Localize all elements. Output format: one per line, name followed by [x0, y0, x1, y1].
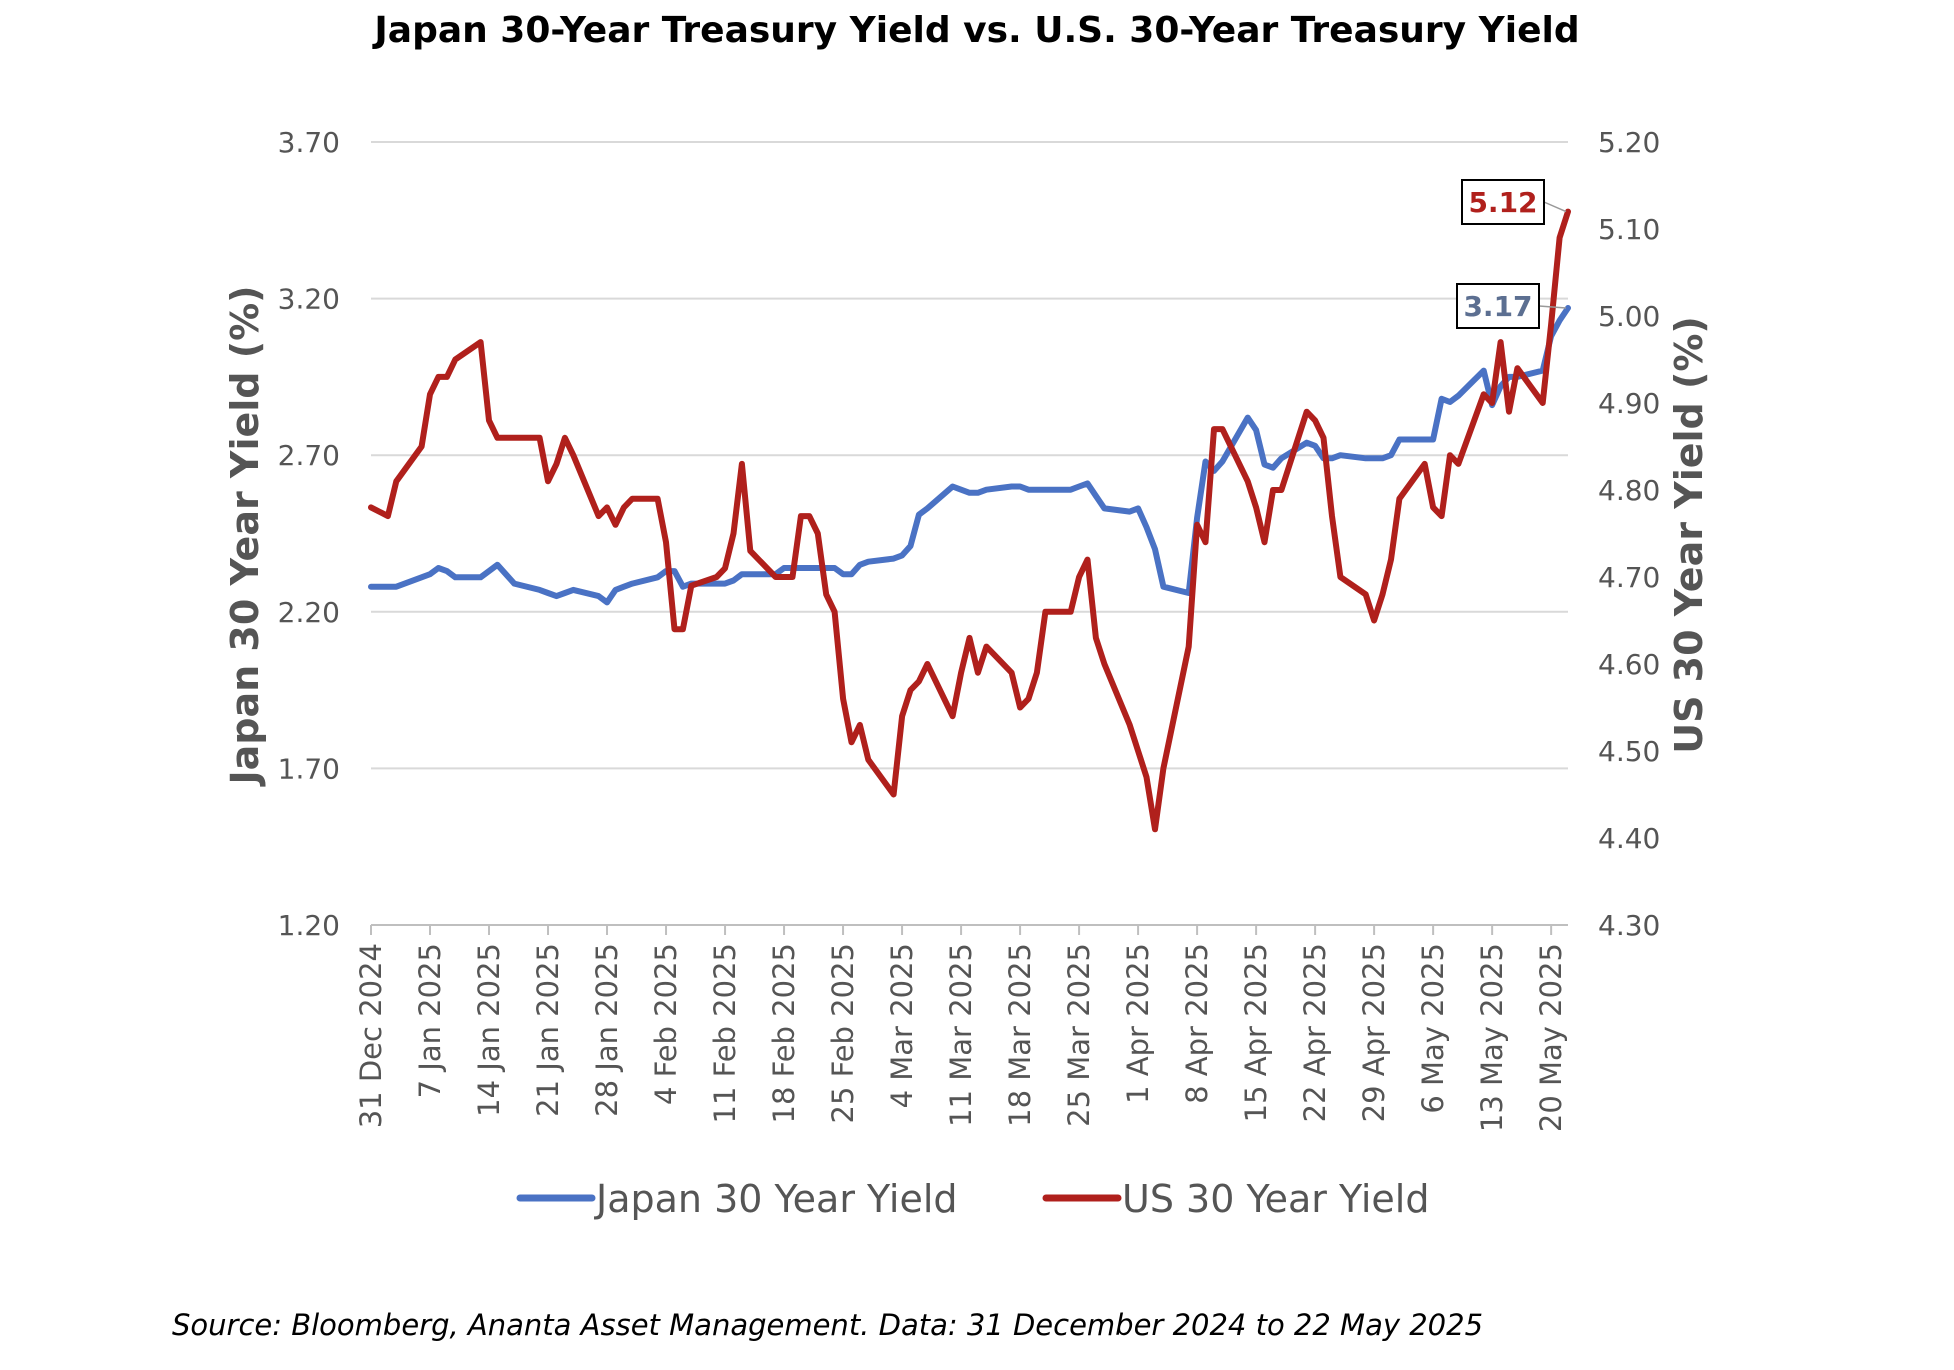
x-tick-label: 21 Jan 2025	[531, 943, 565, 1117]
left-tick-label: 2.20	[278, 596, 340, 629]
x-tick-label: 18 Mar 2025	[1003, 943, 1037, 1127]
callout-box	[1456, 283, 1540, 329]
x-tick-label: 29 Apr 2025	[1357, 943, 1391, 1122]
right-tick-label: 4.60	[1598, 648, 1660, 681]
left-axis-ticks: 1.20 1.70 2.20 2.70 3.20 3.70	[278, 126, 340, 942]
legend-label-us: US 30 Year Yield	[1122, 1177, 1429, 1221]
x-tick-label: 13 May 2025	[1475, 943, 1509, 1132]
x-tick-label: 11 Feb 2025	[708, 943, 742, 1124]
right-tick-label: 5.00	[1598, 300, 1660, 333]
x-tick-label: 25 Mar 2025	[1062, 943, 1096, 1127]
callout-box	[1461, 179, 1545, 225]
right-tick-label: 4.40	[1598, 822, 1660, 855]
x-tick-label: 31 Dec 2024	[354, 943, 388, 1128]
x-tick-label: 18 Feb 2025	[767, 943, 801, 1124]
callouts: 5.12 3.17	[1456, 179, 1567, 329]
x-tick-label: 7 Jan 2025	[413, 943, 447, 1098]
x-tick-label: 11 Mar 2025	[944, 943, 978, 1127]
x-tick-label: 1 Apr 2025	[1121, 943, 1155, 1104]
right-tick-label: 4.80	[1598, 474, 1660, 507]
series-lines	[368, 208, 1571, 833]
right-tick-label: 4.70	[1598, 561, 1660, 594]
x-tick-label: 8 Apr 2025	[1180, 943, 1214, 1104]
left-tick-label: 2.70	[278, 439, 340, 472]
callout-label: 5.12	[1468, 186, 1537, 219]
callout-leader	[1538, 305, 1567, 309]
x-tick-label: 14 Jan 2025	[472, 943, 506, 1117]
gridlines	[371, 141, 1568, 926]
source-note: Source: Bloomberg, Ananta Asset Manageme…	[172, 1308, 1483, 1342]
series-line-us	[368, 208, 1571, 833]
legend: Japan 30 Year Yield US 30 Year Yield	[516, 1177, 1429, 1221]
x-tick-label: 20 May 2025	[1534, 943, 1568, 1132]
right-tick-label: 4.50	[1598, 735, 1660, 768]
left-axis-title: Japan 30 Year Yield (%)	[223, 285, 267, 787]
left-tick-label: 1.20	[278, 909, 340, 942]
left-tick-label: 1.70	[278, 752, 340, 785]
x-tick-label: 25 Feb 2025	[826, 943, 860, 1124]
callout-leader	[1543, 201, 1567, 213]
chart-title: Japan 30-Year Treasury Yield vs. U.S. 30…	[371, 10, 1579, 51]
legend-label-japan: Japan 30 Year Yield	[594, 1177, 958, 1221]
left-tick-label: 3.20	[278, 283, 340, 316]
x-tick-label: 28 Jan 2025	[590, 943, 624, 1117]
x-tick-label: 4 Mar 2025	[885, 943, 919, 1108]
left-tick-label: 3.70	[278, 126, 340, 159]
series-line-japan	[368, 305, 1571, 606]
right-tick-label: 4.30	[1598, 909, 1660, 942]
right-tick-label: 5.20	[1598, 126, 1660, 159]
right-axis-title: US 30 Year Yield (%)	[1667, 316, 1711, 754]
x-axis: 31 Dec 2024 7 Jan 2025 14 Jan 2025 21 Jan 2…	[354, 924, 1568, 1132]
x-tick-label: 4 Feb 2025	[649, 943, 683, 1105]
callout-label: 3.17	[1463, 290, 1532, 323]
x-tick-label: 6 May 2025	[1416, 943, 1450, 1114]
x-tick-label: 15 Apr 2025	[1239, 943, 1273, 1122]
right-axis-ticks: 4.30 4.40 4.50 4.60 4.70 4.80 4.90 5.00 5.10 5.20	[1598, 126, 1660, 942]
right-tick-label: 4.90	[1598, 387, 1660, 420]
right-tick-label: 5.10	[1598, 213, 1660, 246]
x-tick-label: 22 Apr 2025	[1298, 943, 1332, 1122]
